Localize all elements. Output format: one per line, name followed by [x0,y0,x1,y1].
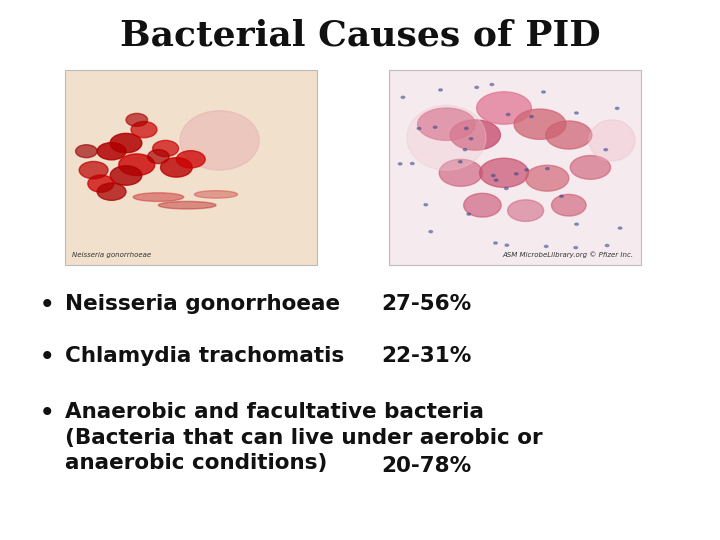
Ellipse shape [541,91,545,93]
Ellipse shape [559,195,563,197]
Ellipse shape [616,107,619,110]
Ellipse shape [450,120,500,150]
Text: Bacterial Causes of PID: Bacterial Causes of PID [120,19,600,53]
FancyBboxPatch shape [389,70,641,265]
Ellipse shape [525,169,528,171]
Ellipse shape [429,231,433,233]
Ellipse shape [417,127,420,130]
Ellipse shape [161,158,192,177]
Ellipse shape [76,145,97,158]
Ellipse shape [464,193,501,217]
Ellipse shape [131,122,157,138]
Ellipse shape [110,166,142,185]
Ellipse shape [475,86,479,89]
Text: Neisseria gonorrhoeae: Neisseria gonorrhoeae [72,252,151,258]
Ellipse shape [506,113,510,116]
Ellipse shape [492,174,495,177]
Text: 20-78%: 20-78% [382,456,472,476]
Ellipse shape [480,158,528,187]
Ellipse shape [180,111,259,170]
Ellipse shape [153,140,179,157]
Ellipse shape [515,173,518,175]
Ellipse shape [477,92,531,124]
Ellipse shape [606,245,609,247]
Ellipse shape [97,183,126,200]
Ellipse shape [407,105,486,170]
Ellipse shape [574,247,577,249]
Ellipse shape [194,191,238,198]
Ellipse shape [505,244,508,246]
Ellipse shape [463,148,467,151]
Ellipse shape [148,150,169,164]
Ellipse shape [570,156,611,179]
Ellipse shape [79,161,108,179]
Ellipse shape [424,204,428,206]
Ellipse shape [490,84,494,86]
Ellipse shape [469,138,473,140]
Ellipse shape [438,89,442,91]
Text: Neisseria gonorrhoeae: Neisseria gonorrhoeae [65,294,340,314]
Ellipse shape [97,143,126,160]
Ellipse shape [546,121,592,149]
Text: ASM MicrobeLilbrary.org © Pfizer Inc.: ASM MicrobeLilbrary.org © Pfizer Inc. [503,252,634,258]
Ellipse shape [530,116,534,118]
Ellipse shape [604,148,608,151]
Text: 22-31%: 22-31% [382,346,472,366]
Ellipse shape [546,167,549,170]
Text: 27-56%: 27-56% [382,294,472,314]
Text: •: • [40,294,54,318]
Ellipse shape [575,112,578,114]
Ellipse shape [158,201,216,209]
Ellipse shape [505,187,508,190]
Ellipse shape [618,227,622,229]
Ellipse shape [508,200,544,221]
Ellipse shape [589,120,635,161]
Text: Chlamydia trachomatis: Chlamydia trachomatis [65,346,344,366]
Ellipse shape [410,163,414,165]
Ellipse shape [494,242,498,244]
Ellipse shape [176,151,205,168]
Ellipse shape [126,113,148,126]
Text: Anaerobic and facultative bacteria
(Bacteria that can live under aerobic or
anae: Anaerobic and facultative bacteria (Bact… [65,402,542,474]
Ellipse shape [467,213,471,215]
Ellipse shape [526,165,569,191]
Ellipse shape [552,194,586,216]
Ellipse shape [495,179,498,181]
FancyBboxPatch shape [65,70,317,265]
Ellipse shape [544,245,548,247]
Ellipse shape [398,163,402,165]
Ellipse shape [514,109,566,139]
Text: •: • [40,346,54,369]
Ellipse shape [464,127,468,130]
Text: •: • [40,402,54,426]
Ellipse shape [433,126,437,129]
Ellipse shape [575,223,578,225]
Ellipse shape [459,161,462,163]
Ellipse shape [133,193,184,201]
Ellipse shape [119,154,155,176]
Ellipse shape [110,133,142,153]
Ellipse shape [401,96,405,98]
Ellipse shape [88,175,114,192]
Ellipse shape [439,159,482,186]
Ellipse shape [418,108,475,140]
